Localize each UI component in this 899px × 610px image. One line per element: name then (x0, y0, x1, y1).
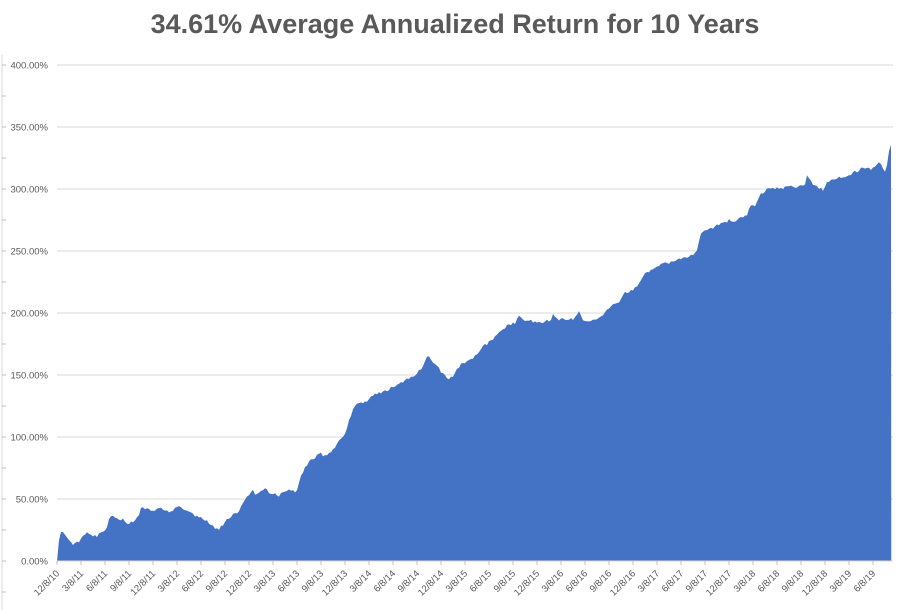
y-axis-label: 100.00% (10, 433, 48, 444)
x-axis-label: 6/8/11 (84, 568, 110, 594)
x-axis-label: 6/8/12 (180, 568, 206, 594)
chart-title: 34.61% Average Annualized Return for 10 … (150, 9, 760, 39)
y-axis-label: 350.00% (10, 123, 48, 134)
x-axis-label: 3/8/16 (540, 568, 566, 594)
x-axis-label: 6/8/17 (660, 568, 686, 594)
x-axis-label: 3/8/18 (732, 568, 758, 594)
x-axis-label: 12/8/10 (32, 568, 62, 598)
x-axis-label: 12/8/13 (320, 568, 350, 598)
x-axis-label: 3/8/19 (828, 568, 854, 594)
y-axis-label: 250.00% (10, 247, 48, 258)
x-axis-label: 6/8/13 (276, 568, 302, 594)
y-axis-label: 200.00% (10, 309, 48, 320)
x-axis-label: 12/8/17 (704, 568, 734, 598)
x-axis-label: 6/8/18 (756, 568, 782, 594)
x-axis-label: 6/8/15 (468, 568, 494, 594)
x-axis-label: 12/8/12 (224, 568, 254, 598)
x-axis-label: 12/8/15 (512, 568, 542, 598)
y-axis-label: 0.00% (21, 557, 48, 568)
y-axis-label: 300.00% (10, 185, 48, 196)
area-series (57, 144, 892, 561)
y-axis-label: 400.00% (10, 61, 48, 72)
x-axis-label: 3/8/11 (60, 568, 86, 594)
x-axis-label: 12/8/14 (416, 568, 446, 598)
x-axis-label: 3/8/13 (252, 568, 278, 594)
x-axis-label: 12/8/16 (608, 568, 638, 598)
y-axis-label: 50.00% (16, 495, 49, 506)
y-axis-label: 150.00% (10, 371, 48, 382)
x-axis-label: 3/8/15 (444, 568, 470, 594)
x-axis-label: 12/8/18 (800, 568, 830, 598)
x-axis-label: 6/8/19 (852, 568, 878, 594)
x-axis-label: 12/8/11 (128, 568, 158, 598)
x-axis-label: 3/8/17 (636, 568, 662, 594)
x-axis-label: 3/8/14 (348, 568, 374, 594)
x-axis-label: 3/8/12 (156, 568, 182, 594)
x-axis-label: 6/8/16 (564, 568, 590, 594)
x-axis-label: 6/8/14 (372, 568, 398, 594)
